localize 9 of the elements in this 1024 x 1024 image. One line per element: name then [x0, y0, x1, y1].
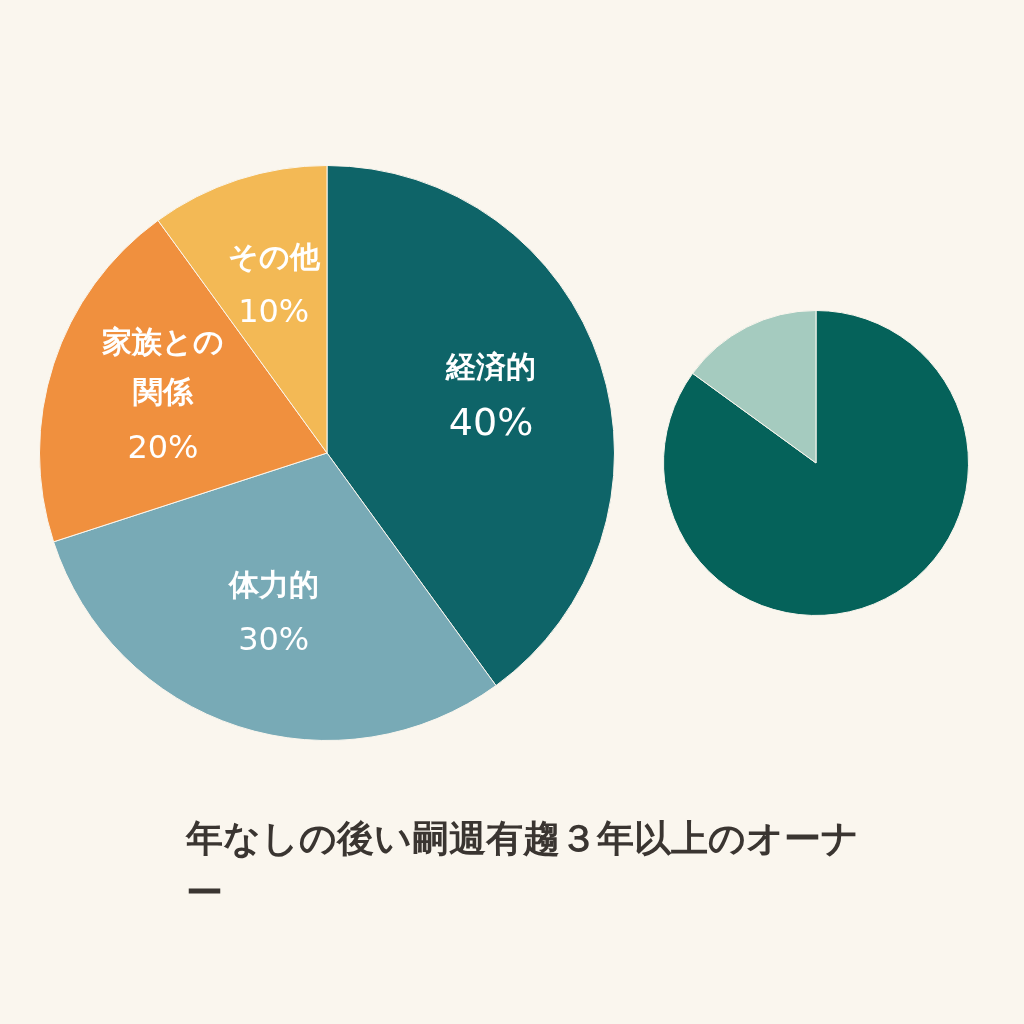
slice-label: 経済的	[445, 349, 537, 385]
data-label: 10%	[238, 292, 310, 331]
data-label: 20%	[127, 428, 199, 467]
slice-label: その他	[227, 238, 321, 274]
slice-label: 家族との関係	[101, 324, 224, 410]
slice-label: 体力的	[227, 566, 319, 602]
text: 年なしの後い嗣週有趨３年以上のオーナー	[186, 816, 860, 916]
data-label: 30%	[238, 620, 310, 659]
data-label: 40%	[448, 399, 534, 444]
